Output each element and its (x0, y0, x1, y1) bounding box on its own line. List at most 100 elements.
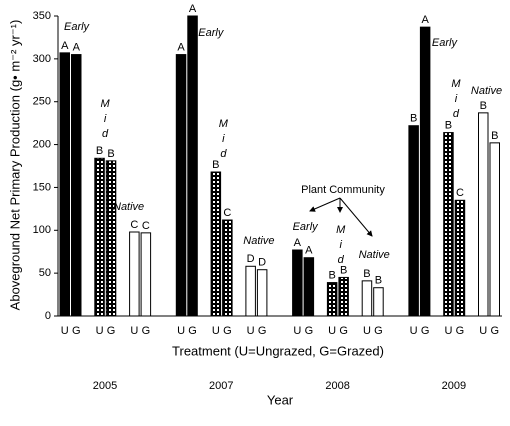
treatment-label: G (490, 325, 499, 337)
community-label: Mid (335, 224, 347, 269)
bar (94, 157, 105, 317)
bar (187, 15, 198, 317)
y-tick-label: 200 (33, 138, 51, 150)
letter-label: C (223, 207, 231, 219)
letter-label: B (480, 100, 487, 112)
bar (419, 26, 431, 317)
letter-label: B (212, 159, 219, 171)
community-label: Native (243, 235, 274, 247)
treatment-label: U (363, 325, 371, 337)
treatment-label: G (339, 325, 348, 337)
bar (105, 160, 117, 317)
treatment-label: G (374, 325, 383, 337)
treatment-label: G (72, 325, 81, 337)
treatment-label: G (223, 325, 232, 337)
treatment-label: U (177, 325, 185, 337)
community-label: Early (198, 27, 225, 39)
y-tick-label: 250 (33, 96, 51, 108)
year-label: 2007 (209, 380, 233, 392)
letter-label: B (410, 113, 417, 125)
bar (373, 287, 384, 317)
treatment-label: U (444, 325, 452, 337)
y-tick-label: 300 (33, 53, 51, 65)
y-tick-label: 50 (39, 267, 51, 279)
bar (361, 280, 373, 317)
community-label: Early (293, 221, 320, 233)
letter-label: A (305, 245, 313, 257)
letter-label: B (340, 264, 347, 276)
year-label: 2005 (93, 380, 117, 392)
bar (256, 269, 268, 317)
y-tick-label: 100 (33, 224, 51, 236)
letter-label: B (491, 130, 498, 142)
treatment-label: U (293, 325, 301, 337)
letter-label: A (294, 237, 302, 249)
treatment-label: G (107, 325, 116, 337)
legend-title: Plant Community (301, 184, 385, 196)
treatment-label: U (410, 325, 418, 337)
x-axis-label: Treatment (U=Ungrazed, G=Grazed) (172, 343, 384, 358)
y-tick-label: 150 (33, 181, 51, 193)
bar (71, 54, 82, 317)
letter-label: A (73, 41, 81, 53)
treatment-label: U (479, 325, 487, 337)
letter-label: C (142, 220, 150, 232)
arrow (309, 197, 341, 212)
letter-label: B (363, 268, 370, 280)
y-tick-label: 0 (45, 310, 51, 322)
bar (210, 171, 222, 317)
community-label: Native (113, 201, 144, 213)
year-axis-label: Year (267, 392, 294, 407)
treatment-label: U (328, 325, 336, 337)
community-label: Early (432, 37, 459, 49)
letter-label: B (375, 275, 382, 287)
bar (59, 52, 70, 317)
bar (303, 257, 315, 317)
treatment-label: G (188, 325, 197, 337)
treatment-label: G (305, 325, 314, 337)
letter-label: D (258, 257, 266, 269)
letter-label: C (456, 187, 464, 199)
community-label: Mid (450, 78, 462, 123)
treatment-label: U (96, 325, 104, 337)
letter-label: A (189, 3, 197, 15)
bar (129, 231, 140, 317)
bar (140, 232, 152, 317)
bar (454, 199, 466, 317)
bar (326, 282, 338, 317)
letter-label: B (445, 119, 452, 131)
treatment-label: U (61, 325, 69, 337)
bar (443, 132, 454, 317)
treatment-label: G (142, 325, 151, 337)
letter-label: A (421, 14, 429, 26)
treatment-label: G (421, 325, 430, 337)
year-label: 2009 (442, 380, 466, 392)
treatment-label: U (130, 325, 138, 337)
letter-label: D (247, 253, 255, 265)
treatment-label: G (456, 325, 465, 337)
arrow (339, 197, 373, 237)
letter-label: B (107, 148, 114, 160)
bar (292, 249, 303, 317)
letter-label: C (130, 219, 138, 231)
community-label: Early (64, 21, 91, 33)
letter-label: B (96, 145, 103, 157)
letter-label: B (328, 269, 335, 281)
bar (408, 125, 419, 317)
year-label: 2008 (325, 380, 349, 392)
y-tick-label: 350 (33, 10, 51, 22)
community-label: Mid (217, 118, 229, 163)
treatment-label: U (247, 325, 255, 337)
community-label: Mid (99, 98, 111, 143)
community-label: Native (471, 85, 502, 97)
treatment-label: U (212, 325, 220, 337)
bar (245, 265, 256, 317)
bar (489, 142, 500, 317)
bar (478, 112, 489, 317)
community-label: Native (359, 249, 390, 261)
y-axis-label: Aboveground Net Primary Production (g• m… (7, 20, 22, 311)
letter-label: A (61, 40, 69, 52)
letter-label: A (177, 41, 185, 53)
bar (222, 219, 233, 317)
